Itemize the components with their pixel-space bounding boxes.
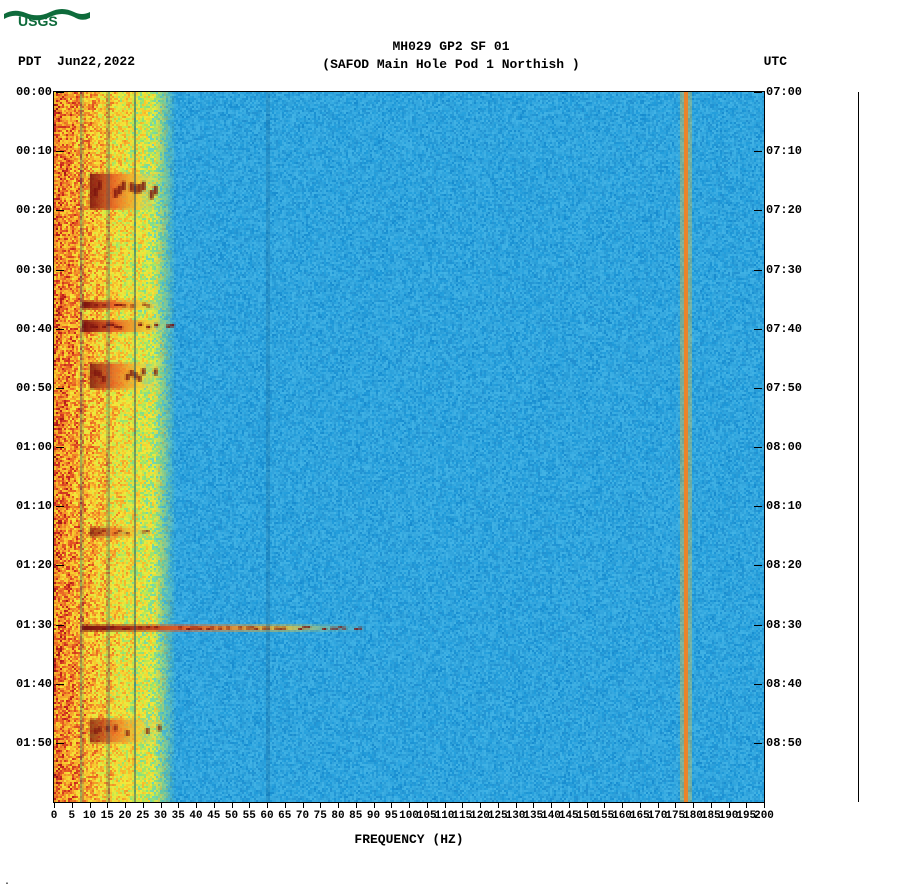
svg-text:USGS: USGS: [18, 13, 58, 28]
left-ytick: 01:00: [0, 440, 54, 454]
xtick: 60: [260, 810, 273, 822]
left-ytick: 00:10: [0, 144, 54, 158]
left-ytick: 00:20: [0, 203, 54, 217]
xtick: 90: [367, 810, 380, 822]
right-ytick: 08:20: [764, 558, 814, 572]
xtick: 70: [296, 810, 309, 822]
right-ytick: 08:30: [764, 618, 814, 632]
right-ytick: 07:00: [764, 85, 814, 99]
date-left: Jun22,2022: [57, 54, 135, 69]
xtick: 200: [754, 810, 774, 822]
right-ytick: 07:20: [764, 203, 814, 217]
xtick: 5: [68, 810, 75, 822]
tz-right-label: UTC: [764, 54, 787, 69]
xtick: 0: [51, 810, 58, 822]
xtick: 15: [101, 810, 114, 822]
left-ytick: 01:20: [0, 558, 54, 572]
right-ytick: 07:30: [764, 263, 814, 277]
xtick: 65: [278, 810, 291, 822]
xtick: 40: [189, 810, 202, 822]
xtick: 20: [118, 810, 131, 822]
right-ytick: 07:50: [764, 381, 814, 395]
xtick: 80: [331, 810, 344, 822]
xtick: 30: [154, 810, 167, 822]
xtick: 85: [349, 810, 362, 822]
tz-left-label: PDT: [18, 54, 41, 69]
xtick: 45: [207, 810, 220, 822]
x-axis-label: FREQUENCY (HZ): [54, 832, 764, 847]
usgs-logo: USGS: [4, 4, 90, 28]
y-axis-left: 00:0000:1000:2000:3000:4000:5001:0001:10…: [0, 92, 54, 802]
right-ytick: 08:00: [764, 440, 814, 454]
left-ytick: 00:30: [0, 263, 54, 277]
right-ytick: 07:40: [764, 322, 814, 336]
left-ytick: 01:40: [0, 677, 54, 691]
side-scale-bar: [858, 92, 859, 802]
left-timezone-block: PDT Jun22,2022: [18, 54, 135, 69]
corner-mark: .: [4, 877, 10, 888]
xtick: 95: [385, 810, 398, 822]
left-ytick: 01:30: [0, 618, 54, 632]
right-ytick: 08:10: [764, 499, 814, 513]
xtick: 10: [83, 810, 96, 822]
xtick: 50: [225, 810, 238, 822]
right-ytick: 08:50: [764, 736, 814, 750]
left-ytick: 00:00: [0, 85, 54, 99]
xtick: 25: [136, 810, 149, 822]
spectrogram-plot: [54, 92, 764, 802]
left-ytick: 01:10: [0, 499, 54, 513]
spectrogram-canvas: [54, 92, 764, 802]
xtick: 35: [172, 810, 185, 822]
x-axis: 0510152025303540455055606570758085909510…: [54, 802, 764, 832]
left-ytick: 01:50: [0, 736, 54, 750]
left-ytick: 00:50: [0, 381, 54, 395]
xtick: 55: [243, 810, 256, 822]
right-ytick: 08:40: [764, 677, 814, 691]
left-ytick: 00:40: [0, 322, 54, 336]
xtick: 75: [314, 810, 327, 822]
right-ytick: 07:10: [764, 144, 814, 158]
y-axis-right: 07:0007:1007:2007:3007:4007:5008:0008:10…: [764, 92, 814, 802]
